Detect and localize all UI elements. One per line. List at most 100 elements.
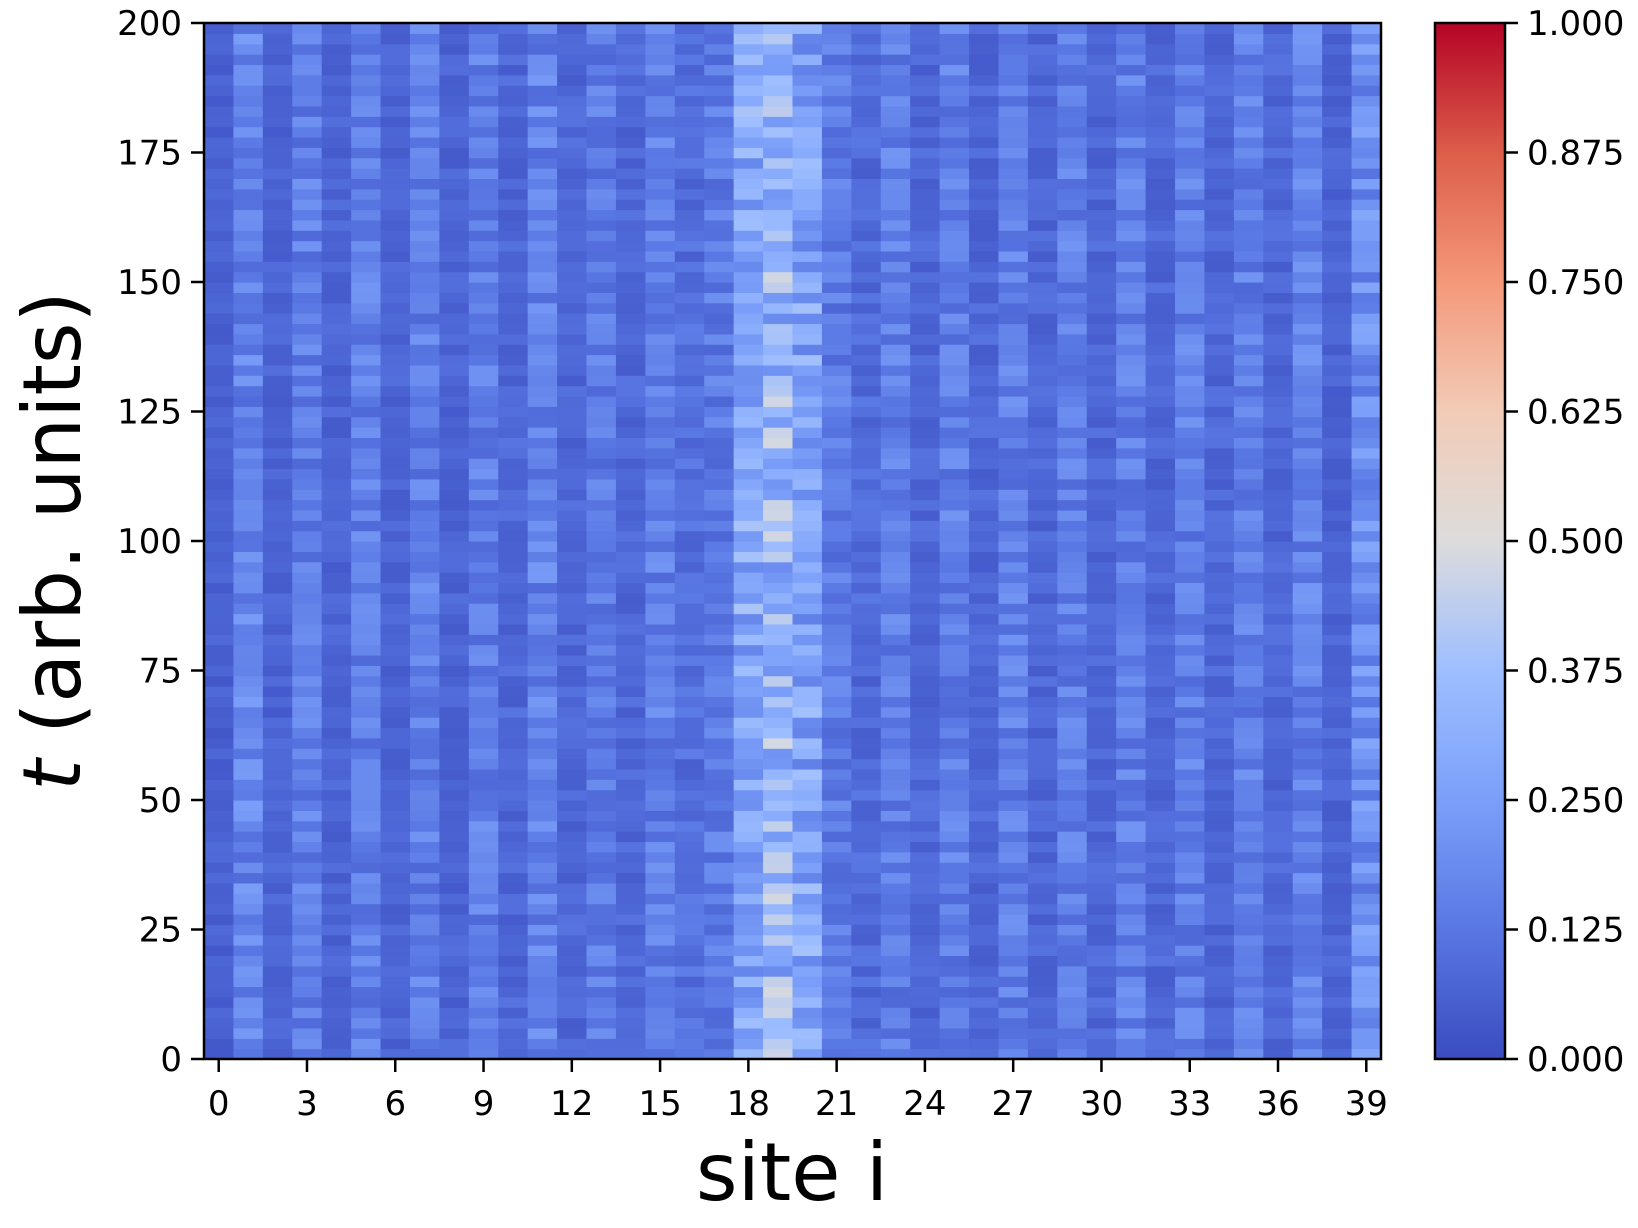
heatmap-cell bbox=[939, 1038, 970, 1050]
heatmap-cell bbox=[645, 54, 676, 66]
heatmap-cell bbox=[233, 582, 264, 594]
heatmap-cell bbox=[733, 209, 764, 221]
heatmap-cell bbox=[1263, 261, 1294, 273]
heatmap-cell bbox=[557, 644, 588, 656]
heatmap-cell bbox=[1057, 302, 1088, 314]
heatmap-cell bbox=[557, 779, 588, 791]
heatmap-cell bbox=[763, 924, 794, 936]
heatmap-cell bbox=[1116, 675, 1147, 687]
heatmap-cell bbox=[1351, 271, 1381, 283]
heatmap-cell bbox=[262, 478, 293, 490]
heatmap-cell bbox=[615, 955, 646, 967]
heatmap-cell bbox=[674, 727, 705, 739]
heatmap-cell bbox=[321, 934, 352, 946]
heatmap-cell bbox=[557, 592, 588, 604]
heatmap-cell bbox=[292, 924, 323, 936]
heatmap-cell bbox=[1086, 499, 1117, 511]
heatmap-cell bbox=[586, 644, 617, 656]
heatmap-cell bbox=[527, 333, 558, 345]
heatmap-cell bbox=[1145, 582, 1176, 594]
heatmap-cell bbox=[262, 178, 293, 190]
heatmap-cell bbox=[351, 851, 382, 863]
heatmap-cell bbox=[351, 126, 382, 138]
heatmap-cell bbox=[1351, 126, 1381, 138]
heatmap-cell bbox=[674, 1048, 705, 1059]
heatmap-cell bbox=[615, 717, 646, 729]
heatmap-cell bbox=[1057, 354, 1088, 366]
heatmap-cell bbox=[792, 85, 823, 97]
heatmap-cell bbox=[468, 862, 499, 874]
heatmap-cell bbox=[439, 592, 470, 604]
heatmap-cell bbox=[1351, 541, 1381, 552]
heatmap-cell bbox=[586, 209, 617, 221]
heatmap-cell bbox=[645, 996, 676, 1008]
heatmap-cell bbox=[615, 240, 646, 252]
heatmap-cell bbox=[645, 862, 676, 874]
heatmap-cell bbox=[1322, 696, 1353, 708]
heatmap-cell bbox=[321, 64, 352, 76]
heatmap-cell bbox=[880, 447, 911, 459]
heatmap-cell bbox=[674, 872, 705, 884]
heatmap-cell bbox=[1263, 395, 1294, 407]
heatmap-cell bbox=[1351, 810, 1381, 822]
heatmap-cell bbox=[615, 862, 646, 874]
heatmap-cell bbox=[380, 437, 411, 449]
heatmap-cell bbox=[1086, 199, 1117, 211]
heatmap-cell bbox=[704, 913, 735, 925]
heatmap-cell bbox=[1027, 74, 1058, 86]
heatmap-cell bbox=[645, 333, 676, 345]
heatmap-cell bbox=[262, 105, 293, 117]
heatmap-cell bbox=[763, 913, 794, 925]
heatmap-cell bbox=[1204, 406, 1235, 418]
heatmap-cell bbox=[821, 634, 852, 646]
heatmap-cell bbox=[1233, 831, 1264, 843]
heatmap-cell bbox=[645, 841, 676, 853]
heatmap-cell bbox=[586, 406, 617, 418]
heatmap-cell bbox=[763, 230, 794, 242]
heatmap-cell bbox=[821, 872, 852, 884]
heatmap-cell bbox=[733, 406, 764, 418]
heatmap-cell bbox=[792, 209, 823, 221]
heatmap-cell bbox=[498, 219, 529, 231]
heatmap-cell bbox=[262, 292, 293, 304]
heatmap-cell bbox=[1292, 1038, 1323, 1050]
heatmap-cell bbox=[380, 882, 411, 894]
heatmap-cell bbox=[910, 147, 941, 159]
heatmap-cell bbox=[468, 675, 499, 687]
heatmap-cell bbox=[939, 520, 970, 532]
heatmap-cell bbox=[1086, 924, 1117, 936]
heatmap-cell bbox=[763, 74, 794, 86]
heatmap-cell bbox=[763, 385, 794, 397]
heatmap-cell bbox=[527, 323, 558, 335]
heatmap-cell bbox=[409, 810, 440, 822]
heatmap-cell bbox=[557, 344, 588, 356]
heatmap-cell bbox=[1145, 385, 1176, 397]
heatmap-cell bbox=[939, 986, 970, 998]
heatmap-cell bbox=[1233, 603, 1264, 615]
heatmap-cell bbox=[527, 789, 558, 801]
heatmap-cell bbox=[439, 271, 470, 283]
heatmap-cell bbox=[615, 178, 646, 190]
heatmap-cell bbox=[233, 1017, 264, 1029]
heatmap-cell bbox=[1027, 282, 1058, 293]
heatmap-cell bbox=[1116, 520, 1147, 532]
heatmap-cell bbox=[262, 23, 293, 34]
heatmap-cell bbox=[468, 344, 499, 356]
heatmap-cell bbox=[1233, 686, 1264, 697]
heatmap-cell bbox=[939, 406, 970, 418]
heatmap-cell bbox=[615, 520, 646, 532]
heatmap-cell bbox=[910, 458, 941, 470]
heatmap-cell bbox=[262, 1027, 293, 1039]
x-tick-label: 15 bbox=[638, 1084, 681, 1124]
heatmap-cell bbox=[380, 572, 411, 584]
heatmap-cell bbox=[233, 820, 264, 832]
heatmap-cell bbox=[1057, 644, 1088, 656]
heatmap-cell bbox=[1204, 696, 1235, 708]
heatmap-cell bbox=[674, 592, 705, 604]
heatmap-cell bbox=[998, 489, 1029, 501]
heatmap-cell bbox=[733, 126, 764, 138]
heatmap-cell bbox=[851, 903, 882, 915]
heatmap-cell bbox=[1057, 188, 1088, 200]
heatmap-cell bbox=[439, 644, 470, 656]
heatmap-cell bbox=[1204, 313, 1235, 325]
